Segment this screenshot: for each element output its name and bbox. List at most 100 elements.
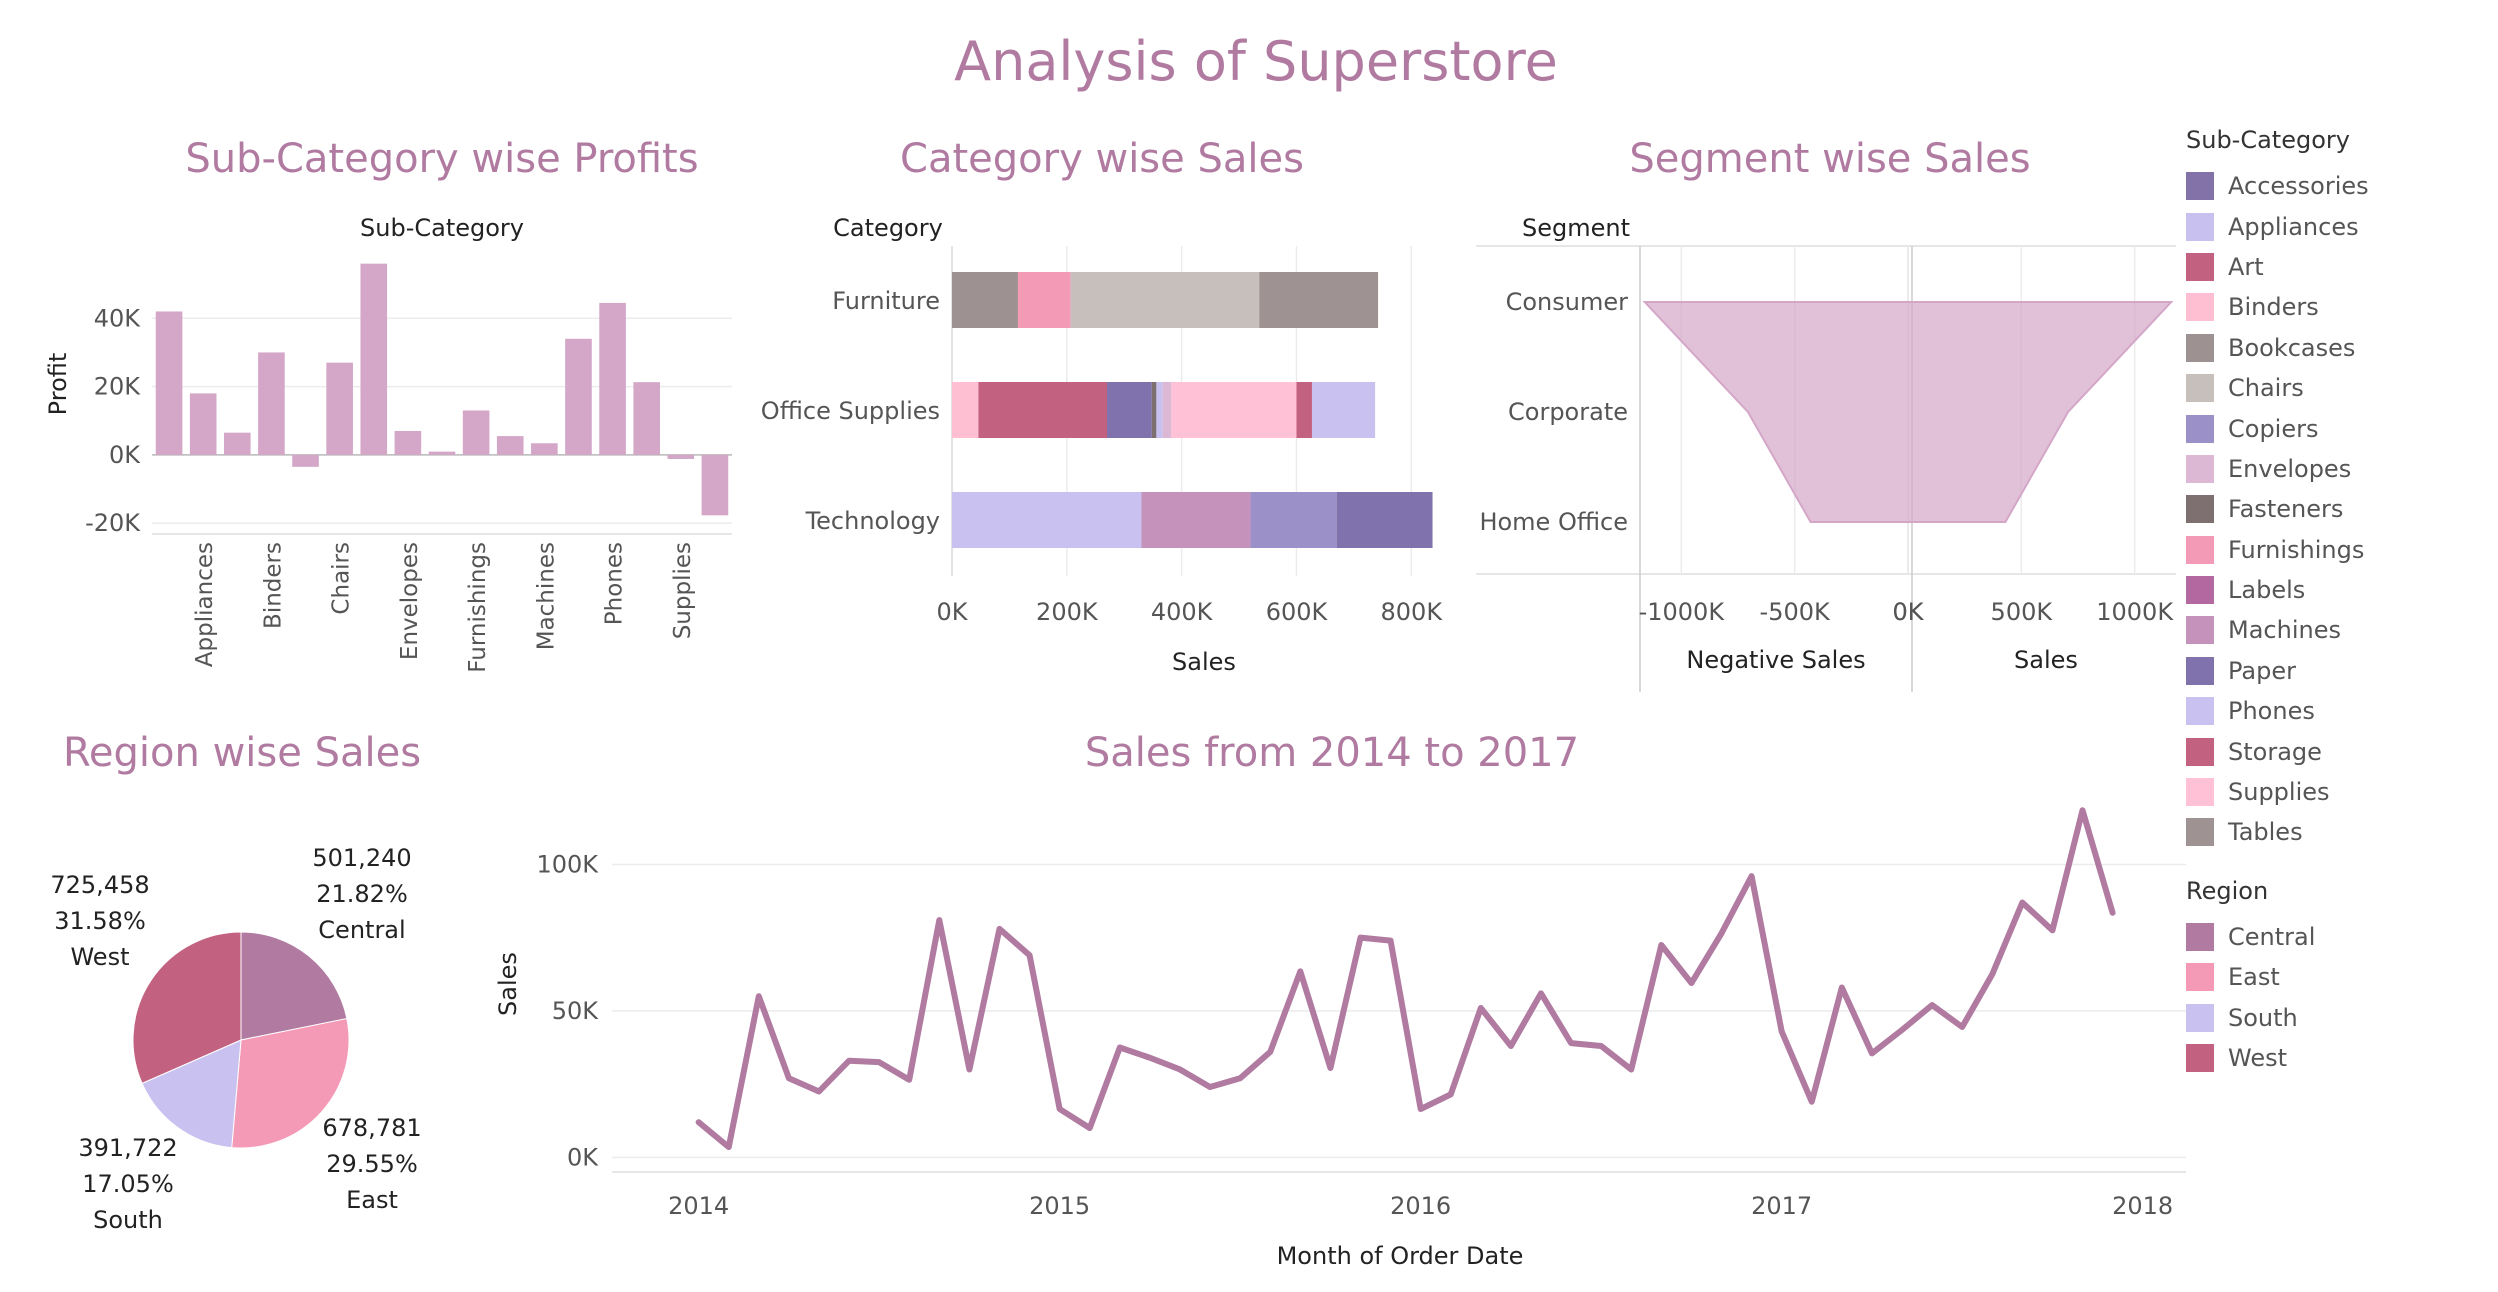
bar-copiers [360,263,388,455]
segment-right-axis-label: Sales [2014,646,2078,674]
legend-swatch [2186,1044,2214,1072]
pie-value-label: 725,458 [50,871,149,899]
dashboard-canvas: Analysis of Superstore Sub-Category wise… [44,30,2186,1270]
region-sales-chart: Region wise Sales 501,240 21.82% Central 678… [50,730,421,1234]
legend-subcategory-item[interactable]: Art [2186,247,2486,287]
x-tick-label: -500K [1760,598,1831,626]
legend-label: East [2228,963,2280,992]
legend-swatch [2186,252,2214,281]
bar-chairs [326,362,353,455]
legend-swatch [2186,333,2214,362]
bar-tables [701,454,729,516]
pie-region-label: South [93,1206,163,1234]
dashboard-title: Analysis of Superstore [954,30,1558,93]
legend-subcategory-title: Sub-Category [2186,126,2350,154]
legend-swatch [2186,616,2214,645]
legend-label: Fasteners [2228,495,2344,524]
legend-region-title: Region [2186,876,2269,905]
category-label: Technology [805,507,940,535]
legend-subcategory-item[interactable]: Supplies [2186,772,2486,812]
bar-furnishings [462,410,490,455]
legend-region-item[interactable]: East [2186,957,2486,997]
legend-subcategory-item[interactable]: Bookcases [2186,328,2486,368]
segment-label: Corporate [1508,398,1628,426]
legend-subcategory-item[interactable]: Accessories [2186,166,2486,206]
legend-subcategory-item[interactable]: Paper [2186,651,2486,691]
segment-label: Consumer [1506,288,1629,316]
bar-phones [599,302,626,455]
legend-subcategory-item[interactable]: Copiers [2186,408,2486,448]
x-tick-label: 2017 [1751,1192,1812,1220]
legend-subcategory-item[interactable]: Labels [2186,570,2486,610]
legend-region-item[interactable]: Central [2186,917,2486,957]
bar-machines [531,443,558,455]
segment-left-axis-label: Negative Sales [1686,646,1865,674]
y-tick-label: 0K [109,441,141,469]
pie-value-label: 678,781 [322,1114,421,1142]
legend-subcategory-item[interactable]: Chairs [2186,368,2486,408]
stack-phones [952,492,1142,548]
legend-swatch [2186,414,2214,443]
legend-subcategory: Accessories Appliances Art Binders Bookcases… [2186,166,2486,853]
category-chart-title: Category wise Sales [900,136,1304,182]
stack-furnishings [1017,272,1071,328]
stack-bookcases [952,272,1018,328]
x-tick-label: 400K [1151,598,1214,626]
legend-panel: Sub-Category Accessories Appliances Art Bin… [2186,124,2486,1078]
legend-label: Central [2228,922,2316,951]
trend-chart-title: Sales from 2014 to 2017 [1085,730,1579,776]
category-sales-chart: Category wise Sales Category 0K 200K 400K 600… [761,136,1444,676]
pie-slice-west [132,931,242,1085]
pie-region-label: West [70,943,129,971]
legend-subcategory-item[interactable]: Envelopes [2186,449,2486,489]
legend-label: Chairs [2228,374,2304,403]
pie-slice-east [231,1017,350,1149]
y-tick-label: 100K [536,850,599,878]
legend-label: Art [2228,252,2264,281]
segment-area [1642,301,2174,523]
x-tick-label: Chairs [329,542,355,615]
legend-subcategory-item[interactable]: Phones [2186,691,2486,731]
x-tick-label: 0K [1892,598,1924,626]
legend-subcategory-item[interactable]: Furnishings [2186,530,2486,570]
legend-subcategory-item[interactable]: Binders [2186,287,2486,327]
profit-chart-title: Sub-Category wise Profits [185,136,698,182]
legend-swatch [2186,778,2214,807]
bar-binders [258,352,285,455]
legend-label: Bookcases [2228,333,2356,362]
trend-x-axis-label: Month of Order Date [1277,1242,1524,1270]
stack-fasteners [1151,382,1157,438]
legend-region-item[interactable]: West [2186,1038,2486,1078]
legend-subcategory-item[interactable]: Fasteners [2186,489,2486,529]
legend-subcategory-item[interactable]: Appliances [2186,206,2486,246]
x-tick-label: 200K [1036,598,1099,626]
bar-paper [565,338,592,455]
legend-label: Phones [2228,697,2315,726]
stack-phones [1311,382,1376,438]
legend-subcategory-item[interactable]: Storage [2186,731,2486,771]
x-tick-label: 600K [1266,598,1329,626]
legend-swatch [2186,1003,2214,1032]
x-tick-label: Binders [260,542,286,629]
legend-region: Central East South West [2186,917,2486,1079]
bar-appliances [189,393,217,455]
pie-value-label: 391,722 [78,1134,177,1162]
stack-copiers [1250,492,1337,548]
category-x-axis-label: Sales [1172,648,1236,676]
legend-region-item[interactable]: South [2186,997,2486,1037]
legend-label: Binders [2228,293,2319,322]
bar-bookcases [292,454,319,467]
stack-supplies [1171,382,1297,438]
x-tick-label: 800K [1381,598,1444,626]
pie-slice-south [141,1039,242,1149]
stack-paper [1107,382,1152,438]
legend-swatch [2186,818,2214,847]
sales-trend-chart: Sales from 2014 to 2017 0K 50K 100K 2014 2015… [494,730,2186,1270]
legend-swatch [2186,374,2214,403]
y-tick-label: -20K [85,509,141,537]
profit-y-axis-label: Profit [44,353,72,416]
x-tick-label: 2014 [668,1192,729,1220]
legend-subcategory-item[interactable]: Tables [2186,812,2486,852]
segment-row-header: Segment [1522,214,1630,242]
legend-subcategory-item[interactable]: Machines [2186,610,2486,650]
